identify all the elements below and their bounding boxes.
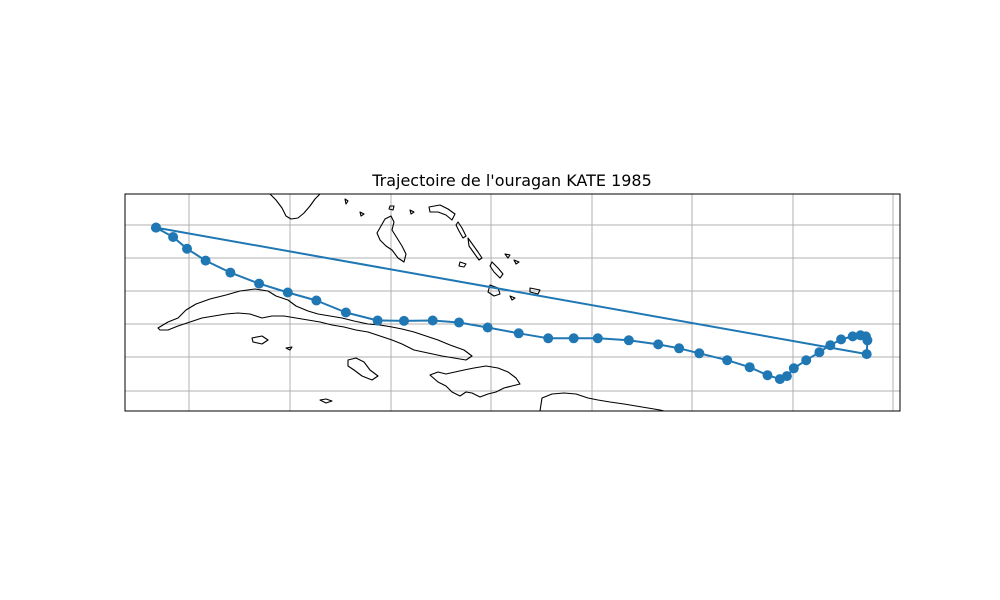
track-line (155, 226, 869, 381)
track-point (788, 363, 799, 374)
track-point (862, 335, 873, 346)
coastline-bahamas-eleuthera (428, 204, 456, 221)
track-point (254, 278, 265, 289)
track-point (200, 255, 211, 266)
track-point (825, 340, 836, 351)
map-axes (124, 193, 901, 412)
track-point (427, 315, 438, 326)
graticule (125, 194, 900, 411)
track-point (836, 334, 847, 345)
track-point (744, 362, 755, 373)
coastline-islet (529, 287, 541, 295)
track-point (543, 333, 554, 344)
track-point (454, 317, 464, 328)
track-point (372, 315, 383, 326)
coastline-islet (504, 253, 511, 259)
track-point (762, 370, 773, 381)
track-point (653, 339, 664, 350)
coastline-islet (359, 211, 365, 217)
coastline-jamaica (347, 357, 379, 381)
track-point (225, 267, 236, 278)
coastline-bahamas-acklins (489, 261, 504, 279)
track-point (814, 347, 825, 358)
track-point (482, 322, 493, 333)
track-point (623, 335, 634, 346)
track-point (513, 328, 524, 339)
hurricane-track (151, 222, 873, 385)
track-point (282, 287, 293, 298)
track-point (340, 307, 351, 318)
track-point (568, 333, 579, 344)
track-point (399, 315, 409, 326)
coastline-islet (344, 198, 349, 205)
track-point (801, 355, 812, 366)
map-title: Trajectoire de l'ouragan KATE 1985 (371, 171, 652, 190)
track-point (781, 371, 792, 382)
coastline-islet (319, 398, 333, 404)
coastline-cayman (285, 346, 293, 351)
coastline-hispaniola (429, 365, 521, 398)
track-point (861, 349, 872, 360)
coastline-islet (458, 261, 467, 268)
track-point (847, 331, 858, 342)
coastline-bahamas-cat (455, 221, 467, 239)
track-point (694, 348, 705, 359)
track-point (592, 333, 603, 344)
track-point (311, 295, 322, 306)
map-frame (124, 193, 901, 412)
coastline-islet (513, 259, 520, 265)
coastline-islet (509, 295, 516, 301)
coastlines (157, 194, 665, 411)
track-point (182, 243, 192, 254)
coastline-islet (388, 205, 395, 211)
coastline-cuba (157, 288, 473, 361)
coastline-islet (409, 209, 415, 215)
track-point (674, 343, 685, 354)
track-point (168, 232, 179, 242)
coastline-puerto-rico (539, 392, 665, 411)
track-point (151, 222, 161, 233)
coastline-bahamas-long (467, 237, 483, 261)
track-point (722, 355, 733, 366)
coastline-bahamas-andros (376, 215, 407, 263)
coastline-isle-of-youth (251, 335, 269, 345)
coastline-florida (269, 194, 321, 220)
